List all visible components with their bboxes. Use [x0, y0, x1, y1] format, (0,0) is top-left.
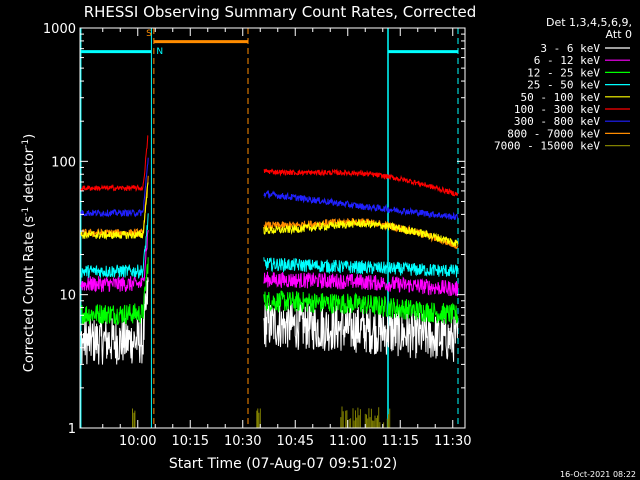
y-tick-label: 100 [51, 155, 76, 170]
x-tick-label: 11:30 [434, 434, 471, 449]
x-tick-label: 10:15 [172, 434, 209, 449]
series-line [263, 257, 459, 278]
legend-label: 300 - 800 keV [514, 115, 600, 128]
series-line [80, 277, 149, 365]
series-line [263, 290, 459, 324]
x-tick-label: 11:00 [329, 434, 366, 449]
annotation-n: N [156, 47, 163, 57]
legend-label: 800 - 7000 keV [507, 127, 600, 140]
series-line [80, 157, 149, 218]
legend-header-line-1: Det 1,3,4,5,6,9, [546, 16, 632, 29]
series-line [80, 257, 149, 326]
series-line [80, 213, 149, 280]
series-line [132, 406, 391, 428]
plot-area: SN [79, 28, 459, 428]
series-line [263, 301, 459, 362]
series-line [80, 135, 149, 192]
y-axis-label: Corrected Count Rate (s-1 detector-1) [21, 134, 37, 372]
chart-title: RHESSI Observing Summary Count Rates, Co… [84, 3, 477, 21]
legend-label: 25 - 50 keV [527, 79, 600, 92]
annotation-s: S [146, 29, 152, 39]
footer-date: 16-Oct-2021 08:22 [560, 470, 636, 479]
x-axis-label: Start Time (07-Aug-07 09:51:02) [169, 456, 397, 472]
series-line [263, 168, 459, 197]
series-line [80, 230, 149, 293]
x-tick-label: 11:15 [382, 434, 419, 449]
axes: 1 10 100 1000 10:00 10:15 10:30 10:45 11:00 11:15… [43, 22, 472, 449]
series-line [263, 189, 459, 220]
x-tick-label: 10:45 [277, 434, 314, 449]
y-tick-label: 10 [59, 289, 76, 304]
series-line [263, 271, 459, 297]
legend-header-line-2: Att 0 [606, 28, 632, 41]
series-line [263, 218, 459, 247]
legend-label: 100 - 300 keV [514, 103, 600, 116]
y-tick-label: 1 [68, 422, 76, 437]
x-tick-label: 10:30 [224, 434, 261, 449]
y-tick-label: 1000 [43, 22, 76, 37]
plot-frame [79, 27, 466, 429]
legend-label: 7000 - 15000 keV [494, 140, 600, 153]
x-tick-label: 10:00 [119, 434, 156, 449]
legend-label: 12 - 25 keV [527, 66, 600, 79]
series-line [80, 182, 149, 241]
legend-label: 50 - 100 keV [521, 91, 601, 104]
legend-label: 3 - 6 keV [540, 42, 600, 55]
legend-label: 6 - 12 keV [534, 54, 601, 67]
